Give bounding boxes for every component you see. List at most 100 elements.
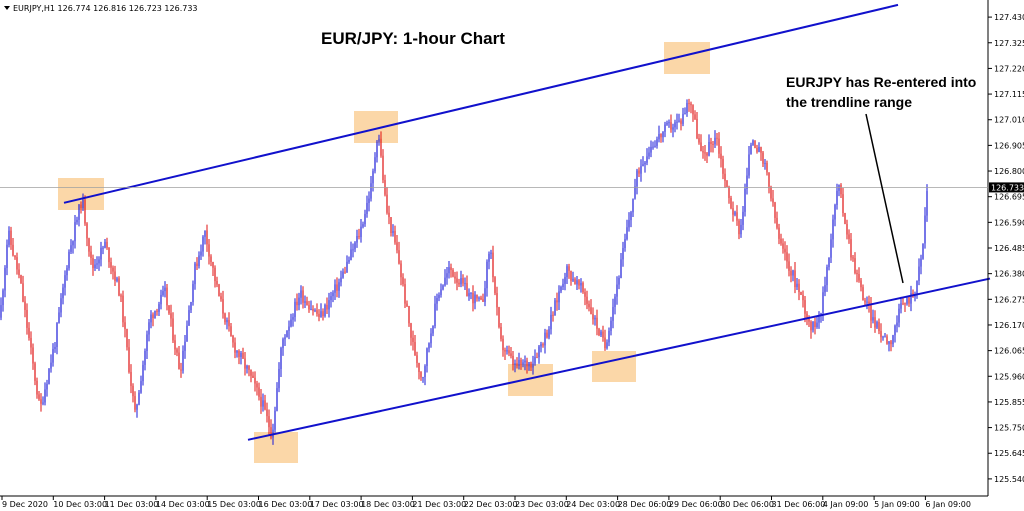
candle-body — [756, 147, 758, 152]
candle-body — [380, 138, 382, 156]
candle-body — [524, 360, 526, 363]
candle-body — [108, 247, 110, 263]
candle-body — [350, 249, 352, 260]
candle-body — [244, 358, 246, 369]
candle-body — [56, 322, 58, 347]
candle-body — [116, 278, 118, 281]
candle-body — [874, 317, 876, 328]
candle-body — [800, 291, 802, 296]
candle-body — [926, 191, 928, 216]
candle-body — [188, 310, 190, 326]
candle-body — [310, 308, 312, 310]
candle-body — [920, 258, 922, 267]
candle-body — [768, 172, 770, 187]
candle-body — [356, 236, 358, 243]
candle-body — [216, 281, 218, 285]
candle-body — [454, 276, 456, 279]
candle-body — [322, 311, 324, 317]
candle-body — [428, 343, 430, 349]
candle-body — [2, 290, 4, 306]
candle-body — [196, 263, 198, 266]
upper-trendline — [63, 3, 899, 204]
candle-body — [58, 312, 60, 323]
candle-body — [548, 329, 550, 338]
x-tick-label: 18 Dec 03:00 — [361, 500, 415, 509]
symbol-header: EURJPY,H1 126.774 126.816 126.723 126.73… — [13, 4, 198, 13]
candle-body — [666, 122, 668, 125]
x-tick-label: 31 Dec 06:00 — [772, 500, 826, 509]
x-tick-label: 21 Dec 03:00 — [412, 500, 466, 509]
candle-body — [704, 152, 706, 154]
candle-body — [4, 267, 6, 291]
candle-body — [172, 318, 174, 341]
candle-body — [236, 351, 238, 353]
candle-body — [430, 333, 432, 344]
candle-body — [652, 146, 654, 148]
candle-body — [804, 300, 806, 314]
candle-body — [882, 336, 884, 338]
candle-body — [522, 362, 524, 365]
candle-body — [712, 143, 714, 145]
annotation-pointer — [865, 113, 904, 284]
candle-body — [150, 314, 152, 323]
candle-body — [306, 301, 308, 306]
candle-body — [676, 121, 678, 123]
candle-body — [662, 131, 664, 138]
candle-body — [794, 270, 796, 288]
candle-body — [16, 257, 18, 270]
candle-body — [174, 340, 176, 350]
chart-title: EUR/JPY: 1-hour Chart — [321, 29, 505, 48]
candle-body — [230, 326, 232, 337]
candle-body — [132, 385, 134, 397]
x-tick-label: 6 Jan 09:00 — [925, 500, 971, 509]
candle-body — [400, 263, 402, 278]
candle-body — [552, 314, 554, 316]
candle-body — [170, 313, 172, 319]
candle-body — [734, 212, 736, 215]
dropdown-triangle-icon[interactable] — [4, 6, 10, 10]
candle-body — [136, 404, 138, 410]
candle-body — [372, 171, 374, 184]
y-tick-label: 127.115 — [994, 90, 1024, 99]
candle-body — [786, 252, 788, 262]
candle-body — [312, 308, 314, 311]
candle-body — [144, 351, 146, 365]
candle-body — [660, 133, 662, 138]
candle-body — [238, 351, 240, 357]
candle-body — [684, 113, 686, 115]
candle-body — [460, 278, 462, 285]
candle-body — [724, 173, 726, 181]
candle-body — [740, 224, 742, 235]
candle-body — [118, 278, 120, 296]
candle-body — [564, 277, 566, 284]
candle-body — [832, 219, 834, 240]
candle-body — [134, 396, 136, 410]
candle-body — [228, 319, 230, 327]
x-tick-label: 22 Dec 03:00 — [464, 500, 518, 509]
candle-body — [534, 357, 536, 364]
y-tick-label: 126.800 — [994, 167, 1024, 176]
candle-body — [516, 363, 518, 366]
candle-body — [52, 349, 54, 363]
candle-body — [378, 138, 380, 142]
candle-body — [440, 289, 442, 295]
candle-body — [344, 271, 346, 273]
candle-body — [814, 321, 816, 327]
candle-body — [194, 263, 196, 285]
candle-body — [916, 280, 918, 295]
candle-body — [184, 341, 186, 351]
candle-body — [580, 283, 582, 286]
candle-body — [852, 257, 854, 259]
candle-body — [444, 277, 446, 286]
candle-body — [784, 248, 786, 253]
candle-body — [260, 396, 262, 407]
candle-body — [84, 199, 86, 224]
candle-body — [496, 293, 498, 308]
candle-body — [28, 327, 30, 338]
candle-body — [326, 304, 328, 310]
candle-body — [414, 341, 416, 356]
candle-body — [640, 166, 642, 174]
candle-body — [870, 305, 872, 321]
candle-body — [472, 292, 474, 304]
